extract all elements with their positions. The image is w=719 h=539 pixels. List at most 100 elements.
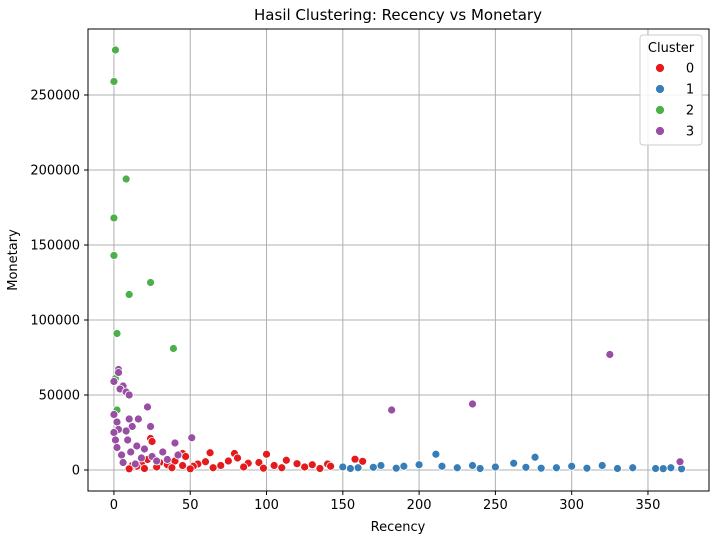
data-point [187, 433, 197, 443]
data-point [126, 447, 136, 457]
data-point [326, 461, 336, 471]
data-point [387, 405, 397, 415]
x-tick-label: 300 [559, 498, 584, 513]
data-point [567, 461, 577, 471]
data-point [530, 452, 540, 462]
data-point [133, 414, 143, 424]
x-tick-label: 250 [483, 498, 508, 513]
data-point [552, 463, 561, 473]
y-tick-label: 200000 [30, 164, 80, 179]
data-point [666, 463, 676, 473]
x-tick-label: 0 [110, 498, 118, 513]
data-point [536, 463, 546, 473]
legend-label: 0 [686, 62, 694, 77]
legend-label: 1 [686, 83, 694, 98]
data-point [353, 463, 363, 473]
data-points [109, 45, 686, 474]
data-point [137, 453, 146, 463]
legend-marker [655, 84, 665, 94]
legend-marker [655, 105, 665, 115]
data-point [140, 464, 149, 473]
data-point [173, 450, 183, 460]
x-tick-label: 50 [182, 498, 199, 513]
data-point [205, 448, 215, 458]
data-point [628, 463, 638, 473]
data-point [391, 463, 401, 473]
series-cluster-1 [338, 449, 686, 474]
data-point [269, 461, 279, 470]
data-point [605, 350, 615, 359]
data-point [468, 461, 477, 470]
y-tick-label: 100000 [30, 314, 80, 329]
data-point [490, 462, 500, 472]
data-point [300, 462, 310, 472]
data-point [582, 463, 592, 473]
data-point [121, 174, 131, 184]
data-point [281, 455, 291, 465]
data-point [358, 456, 368, 466]
data-point [613, 464, 622, 473]
data-point [140, 444, 149, 454]
data-point [597, 461, 607, 470]
data-point [651, 464, 660, 473]
data-point [178, 461, 187, 470]
data-point [259, 463, 268, 473]
data-point [152, 456, 162, 466]
plot-frame [87, 28, 710, 492]
data-point [185, 464, 195, 474]
y-tick-label: 150000 [30, 239, 80, 254]
data-point [112, 329, 122, 338]
data-point [143, 402, 152, 412]
data-point [124, 464, 134, 474]
series-cluster-3 [109, 350, 685, 469]
data-point [223, 456, 233, 466]
data-point [109, 213, 119, 223]
data-point [109, 410, 119, 419]
data-point [162, 455, 172, 464]
plot-background [88, 29, 709, 491]
data-point [437, 461, 447, 471]
data-point [452, 463, 462, 473]
data-point [346, 464, 355, 473]
data-point [475, 464, 485, 473]
data-point [130, 459, 140, 469]
data-point [201, 457, 210, 467]
x-tick-label: 200 [407, 498, 432, 513]
data-point [123, 435, 133, 445]
data-point [368, 462, 378, 472]
data-point [677, 464, 686, 474]
x-axis-ticks: 0 50 100 150 200 250 300 350 [110, 491, 661, 513]
legend-title: Cluster [648, 41, 695, 56]
x-tick-label: 150 [330, 498, 355, 513]
data-point [167, 463, 177, 473]
data-point [170, 438, 180, 448]
data-point [509, 458, 519, 468]
legend-marker [655, 63, 665, 73]
data-point [146, 278, 155, 287]
data-point [147, 437, 157, 446]
data-point [109, 428, 119, 437]
data-point [127, 422, 137, 431]
data-point [181, 452, 191, 461]
data-point [109, 377, 119, 386]
legend-label: 2 [686, 104, 694, 119]
y-tick-label: 50000 [39, 389, 80, 404]
legend-label: 3 [686, 125, 694, 140]
data-point [233, 453, 242, 463]
data-point [277, 463, 287, 473]
data-point [468, 399, 477, 409]
data-point [521, 462, 531, 472]
grid-lines [88, 29, 709, 491]
data-point [124, 390, 134, 400]
data-point [254, 458, 264, 467]
y-axis-ticks: 0 50000 100000 150000 200000 250000 [30, 89, 88, 479]
y-axis-title: Monetary [6, 229, 21, 291]
x-tick-label: 100 [254, 498, 279, 513]
data-point [169, 344, 178, 353]
y-tick-label: 250000 [30, 89, 80, 104]
legend-box [639, 34, 703, 146]
data-point [208, 463, 218, 473]
x-tick-label: 350 [636, 498, 661, 513]
data-point [399, 461, 409, 471]
data-point [111, 435, 120, 445]
